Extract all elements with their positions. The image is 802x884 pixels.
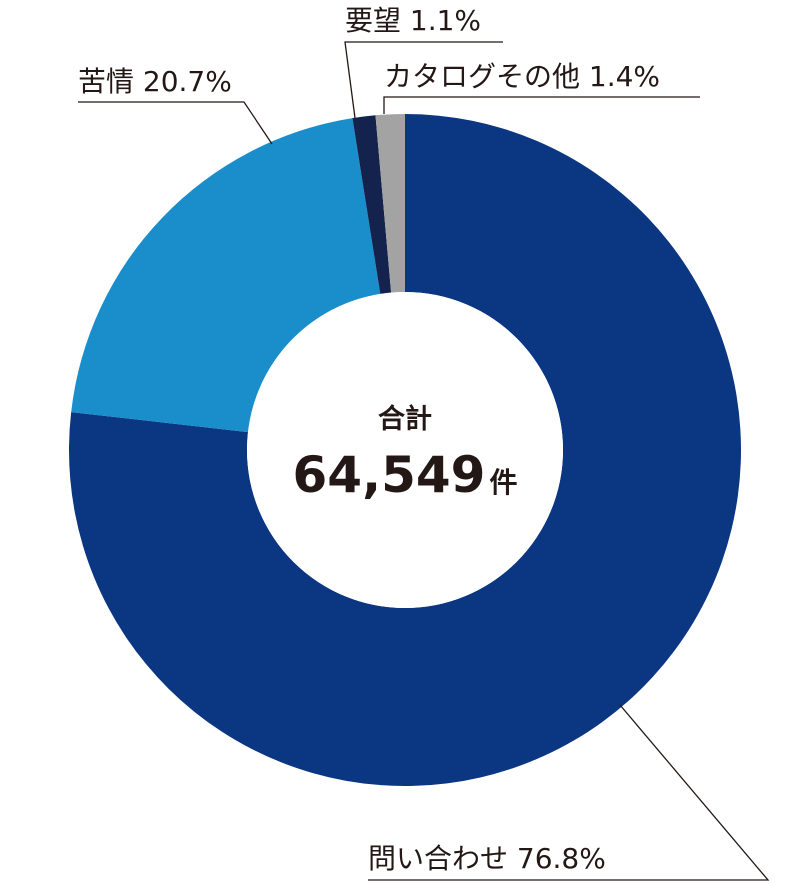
slice-label-toiawase: 問い合わせ 76.8% bbox=[368, 842, 606, 875]
slice-catalog bbox=[375, 114, 405, 293]
center-total-unit: 件 bbox=[489, 466, 517, 499]
leader-line-yobo bbox=[344, 41, 503, 119]
leader-line-kujo bbox=[78, 101, 273, 145]
donut-hole bbox=[247, 292, 563, 608]
slice-toiawase bbox=[68, 114, 741, 787]
slice-label-yobo: 要望 1.1% bbox=[345, 4, 481, 37]
center-total-line: 64,549 件 bbox=[293, 446, 518, 504]
leader-lines bbox=[78, 41, 770, 881]
slice-yobo bbox=[352, 115, 392, 294]
slice-kujo bbox=[71, 118, 381, 433]
center-total: 64,549 bbox=[293, 446, 486, 504]
leader-line-toiawase bbox=[368, 704, 770, 881]
center-title: 合計 bbox=[378, 403, 432, 435]
slice-label-kujo: 苦情 20.7% bbox=[78, 65, 232, 98]
slice-label-catalog: カタログその他 1.4% bbox=[384, 60, 660, 93]
donut-slices bbox=[68, 114, 741, 787]
leader-line-catalog bbox=[383, 96, 700, 114]
